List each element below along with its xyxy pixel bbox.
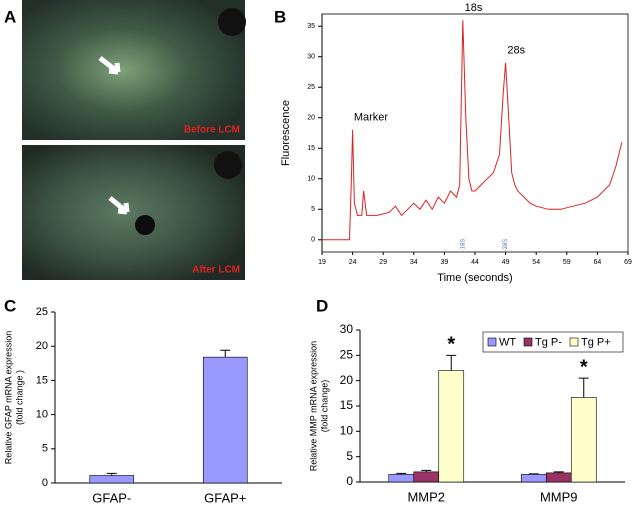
error-bar — [446, 354, 457, 371]
y-tick-label: 20 — [340, 373, 354, 387]
y-tick-label: 5 — [311, 206, 315, 213]
x-tick-label: 39 — [441, 259, 449, 266]
trace — [322, 20, 623, 241]
image-after — [22, 145, 245, 280]
bar — [202, 356, 248, 484]
bar — [545, 472, 572, 483]
axis-marker-label: 18S — [460, 239, 466, 250]
bar — [520, 474, 547, 483]
x-tick-label: GFAP+ — [204, 490, 246, 505]
panel-label: B — [274, 7, 286, 26]
panel-label: C — [4, 296, 16, 315]
y-tick-label: 10 — [36, 409, 48, 421]
y-tick-label: 0 — [311, 237, 315, 244]
annotation: Marker — [354, 112, 389, 124]
legend-label: Tg P+ — [581, 336, 611, 348]
error-bar — [220, 349, 231, 358]
error-bar — [106, 472, 117, 476]
y-tick-label: 0 — [42, 477, 48, 489]
x-tick-label: 34 — [410, 259, 418, 266]
panel-label: A — [4, 7, 16, 26]
annotation: 18s — [465, 2, 483, 14]
arrow — [98, 56, 121, 75]
y-tick-label: 15 — [340, 398, 354, 412]
y-tick-label: 20 — [36, 340, 48, 352]
image-before — [22, 0, 245, 140]
y-tick-label: 5 — [42, 443, 48, 455]
annotation: 28s — [507, 45, 525, 57]
y-tick-label: 15 — [307, 145, 315, 152]
image-spot — [218, 8, 246, 36]
error-bar — [396, 472, 407, 475]
x-tick-label: 24 — [349, 259, 357, 266]
x-tick-label: 64 — [594, 259, 602, 266]
y-tick-label: 25 — [36, 306, 48, 318]
y-axis-label: Relative MMP mRNA expression — [308, 341, 318, 471]
x-tick-label: MMP2 — [407, 489, 445, 504]
panel-label: D — [316, 296, 328, 315]
y-tick-label: 10 — [340, 424, 354, 438]
error-bar — [578, 377, 589, 398]
error-bar — [421, 469, 432, 472]
y-tick-label: 15 — [36, 374, 48, 386]
legend-swatch — [523, 337, 533, 347]
bar — [388, 474, 415, 483]
x-tick-label: 44 — [471, 259, 479, 266]
y-tick-label: 25 — [307, 84, 315, 91]
legend-box — [482, 331, 624, 353]
error-bar — [528, 473, 539, 475]
x-tick-label: 59 — [563, 259, 571, 266]
x-tick-label: GFAP- — [92, 490, 131, 505]
x-tick-label: 69 — [624, 259, 632, 266]
axis-marker-label: 28S — [503, 239, 509, 250]
x-tick-label: 54 — [532, 259, 540, 266]
legend-label: Tg P- — [535, 336, 562, 348]
x-tick-label: 19 — [318, 259, 326, 266]
y-tick-label: 30 — [340, 322, 354, 336]
y-axis-label: Relative GFAP mRNA expression — [3, 331, 13, 464]
annotation: * — [580, 356, 588, 378]
x-tick-label: MMP9 — [540, 489, 578, 504]
plot-frame — [321, 13, 629, 253]
image-spot — [214, 151, 242, 179]
bar — [413, 471, 440, 483]
x-axis-label: Time (seconds) — [437, 272, 512, 284]
y-axis-label: Fluorescence — [280, 100, 292, 166]
legend-swatch — [569, 337, 579, 347]
bar — [438, 370, 465, 483]
x-tick-label: 49 — [502, 259, 510, 266]
y-tick-label: 0 — [346, 474, 353, 488]
x-tick-label: 29 — [379, 259, 387, 266]
legend-swatch — [487, 337, 497, 347]
image-label: After LCM — [192, 265, 240, 276]
y-axis-label: (fold change ) — [14, 370, 24, 425]
y-tick-label: 30 — [307, 54, 315, 61]
bar — [570, 397, 597, 483]
y-tick-label: 20 — [307, 115, 315, 122]
annotation: * — [447, 334, 455, 356]
legend-label: WT — [499, 336, 516, 348]
y-tick-label: 5 — [346, 449, 353, 463]
arrow — [108, 196, 130, 215]
image-hole — [135, 215, 155, 235]
bar — [89, 475, 135, 484]
y-tick-label: 25 — [340, 348, 354, 362]
y-tick-label: 35 — [307, 23, 315, 30]
y-tick-label: 10 — [307, 176, 315, 183]
image-label: Before LCM — [184, 125, 240, 136]
y-axis-label: (fold change) — [319, 380, 329, 433]
error-bar — [553, 471, 564, 473]
